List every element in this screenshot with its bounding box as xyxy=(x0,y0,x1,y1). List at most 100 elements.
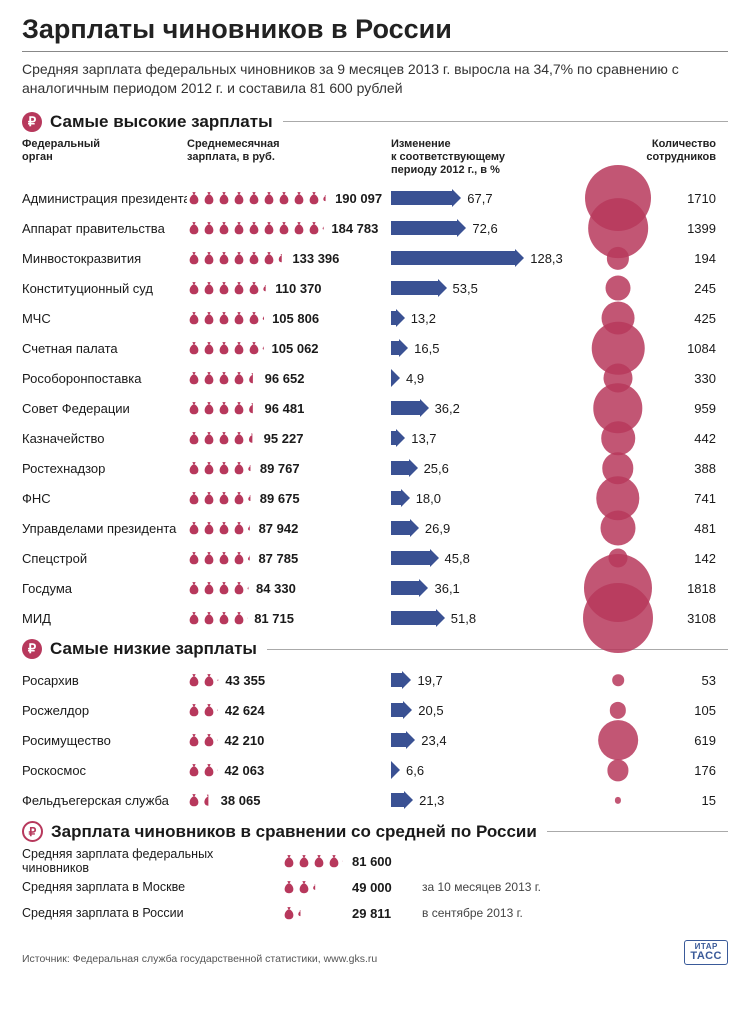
employees-bubble xyxy=(602,453,633,484)
org-name: Минвостокразвития xyxy=(22,251,187,266)
cmp-row: Средняя зарплата в России29 811в сентябр… xyxy=(22,900,728,926)
change-value: 16,5 xyxy=(414,341,439,356)
employees-bubble xyxy=(615,797,621,803)
rows-high: Администрация президента190 09767,71710А… xyxy=(22,183,728,633)
data-row: Госдума84 33036,11818 xyxy=(22,573,728,603)
org-name: Роскосмос xyxy=(22,763,187,778)
cmp-label: Средняя зарплата в Москве xyxy=(22,880,282,894)
employees-bubble xyxy=(610,702,626,718)
salary-value: 133 396 xyxy=(292,251,339,266)
change-value: 36,1 xyxy=(434,581,459,596)
salary-value: 96 481 xyxy=(265,401,305,416)
page-title: Зарплаты чиновников в России xyxy=(22,14,728,45)
salary-value: 42 063 xyxy=(224,763,264,778)
infographic-page: Зарплаты чиновников в России Средняя зар… xyxy=(0,0,750,985)
employees-cell: 105 xyxy=(566,703,716,718)
salary-value: 43 355 xyxy=(225,673,265,688)
employees-bubble xyxy=(601,422,635,456)
employees-value: 245 xyxy=(661,281,716,296)
change-cell: 36,1 xyxy=(387,579,566,597)
employees-cell: 619 xyxy=(566,733,716,748)
cmp-label: Средняя зарплата в России xyxy=(22,906,282,920)
ruble-badge-icon: ₽ xyxy=(22,112,42,132)
employees-cell: 330 xyxy=(566,371,716,386)
employees-bubble xyxy=(608,549,627,568)
change-value: 26,9 xyxy=(425,521,450,536)
cmp-row: Средняя зарплата в Москве49 000за 10 мес… xyxy=(22,874,728,900)
salary-value: 87 942 xyxy=(259,521,299,536)
org-name: ФНС xyxy=(22,491,187,506)
change-cell: 16,5 xyxy=(387,339,566,357)
moneybag-pictogram xyxy=(187,673,219,687)
salary-value: 38 065 xyxy=(221,793,261,808)
org-name: Счетная палата xyxy=(22,341,187,356)
change-value: 53,5 xyxy=(453,281,478,296)
salary-cell: 89 767 xyxy=(187,461,387,476)
change-cell: 4,9 xyxy=(387,369,566,387)
employees-bubble xyxy=(606,276,631,301)
employees-cell: 1084 xyxy=(566,341,716,356)
employees-value: 1818 xyxy=(661,581,716,596)
change-value: 25,6 xyxy=(424,461,449,476)
data-row: Спецстрой87 78545,8142 xyxy=(22,543,728,573)
org-name: Администрация президента xyxy=(22,191,187,206)
data-row: Конституционный суд110 37053,5245 xyxy=(22,273,728,303)
employees-cell: 142 xyxy=(566,551,716,566)
data-row: Совет Федерации96 48136,2959 xyxy=(22,393,728,423)
change-value: 21,3 xyxy=(419,793,444,808)
salary-value: 81 715 xyxy=(254,611,294,626)
employees-value: 1399 xyxy=(661,221,716,236)
cmp-bags-pictogram xyxy=(282,880,352,894)
tass-logo: ИТАР ТАСС xyxy=(684,940,728,965)
employees-bubble xyxy=(602,302,635,335)
salary-value: 105 806 xyxy=(272,311,319,326)
employees-value: 15 xyxy=(661,793,716,808)
employees-value: 619 xyxy=(661,733,716,748)
cmp-note: в сентябре 2013 г. xyxy=(422,906,523,920)
employees-cell: 425 xyxy=(566,311,716,326)
ruble-badge-icon: ₽ xyxy=(22,821,43,842)
org-name: Фельдъегерская служба xyxy=(22,793,187,808)
change-cell: 18,0 xyxy=(387,489,566,507)
salary-cell: 190 097 xyxy=(187,191,387,206)
data-row: Минвостокразвития133 396128,3194 xyxy=(22,243,728,273)
data-row: Счетная палата105 06216,51084 xyxy=(22,333,728,363)
salary-value: 190 097 xyxy=(335,191,382,206)
change-cell: 20,5 xyxy=(387,701,566,719)
moneybag-pictogram xyxy=(187,311,266,325)
data-row: Ростехнадзор89 76725,6388 xyxy=(22,453,728,483)
employees-value: 1710 xyxy=(661,191,716,206)
employees-cell: 442 xyxy=(566,431,716,446)
tass-logo-bottom: ТАСС xyxy=(690,950,722,962)
org-name: Ростехнадзор xyxy=(22,461,187,476)
employees-cell: 245 xyxy=(566,281,716,296)
salary-cell: 42 210 xyxy=(187,733,387,748)
salary-cell: 81 715 xyxy=(187,611,387,626)
title-rule xyxy=(22,51,728,52)
change-cell: 13,2 xyxy=(387,309,566,327)
data-row: Казначейство95 22713,7442 xyxy=(22,423,728,453)
change-value: 67,7 xyxy=(467,191,492,206)
cmp-value: 81 600 xyxy=(352,854,422,869)
moneybag-pictogram xyxy=(187,703,219,717)
salary-value: 184 783 xyxy=(331,221,378,236)
salary-value: 89 767 xyxy=(260,461,300,476)
rows-cmp: Средняя зарплата федеральных чиновников 8… xyxy=(22,848,728,926)
salary-cell: 95 227 xyxy=(187,431,387,446)
source-text: Источник: Федеральная служба государстве… xyxy=(22,953,377,965)
cmp-label: Средняя зарплата федеральных чиновников xyxy=(22,847,282,875)
org-name: Росимущество xyxy=(22,733,187,748)
data-row: Росархив43 35519,753 xyxy=(22,665,728,695)
salary-cell: 42 063 xyxy=(187,763,387,778)
employees-bubble xyxy=(598,721,638,761)
salary-value: 110 370 xyxy=(275,281,321,296)
footer: Источник: Федеральная служба государстве… xyxy=(22,940,728,965)
data-row: Фельдъегерская служба 38 065 21,3 15 xyxy=(22,785,728,815)
moneybag-pictogram xyxy=(187,221,325,235)
change-value: 20,5 xyxy=(418,703,443,718)
change-cell: 67,7 xyxy=(387,189,566,207)
salary-cell: 105 806 xyxy=(187,311,387,326)
employees-value: 330 xyxy=(661,371,716,386)
moneybag-pictogram xyxy=(187,491,254,505)
employees-cell: 53 xyxy=(566,673,716,688)
